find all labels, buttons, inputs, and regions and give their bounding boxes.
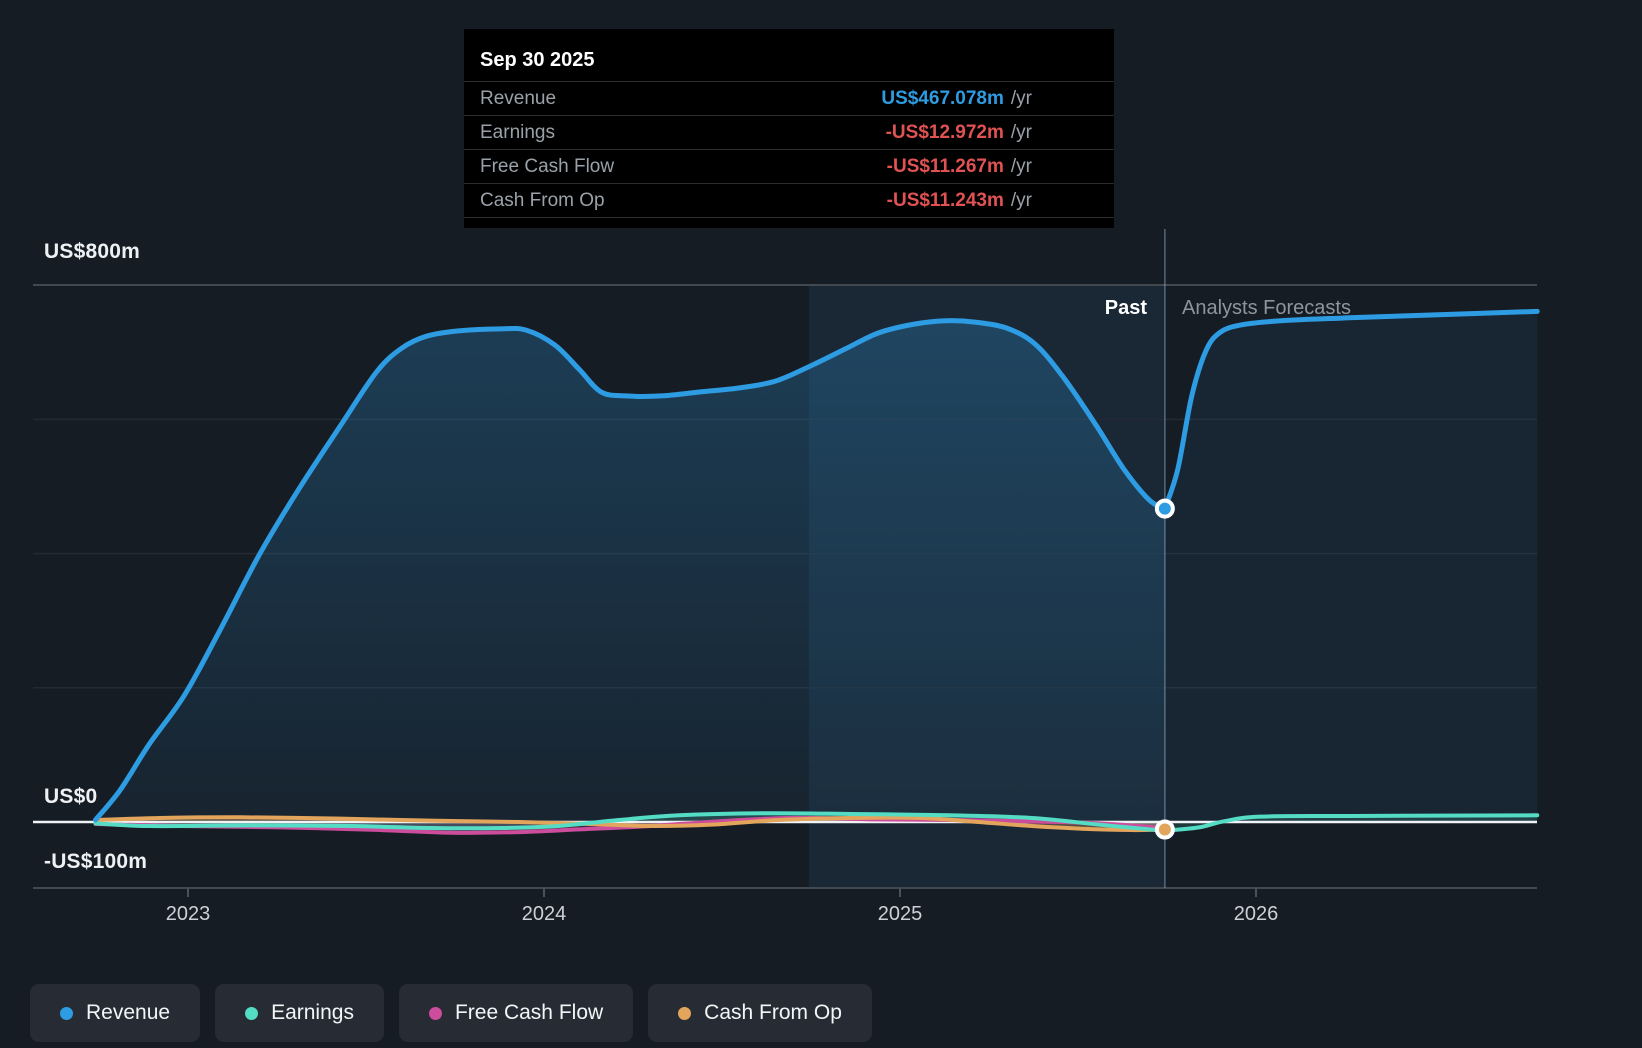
tooltip-row-unit: /yr xyxy=(1010,87,1032,109)
tooltip-row-value: -US$11.267m xyxy=(886,155,1004,177)
earnings-forecast-area xyxy=(1164,815,1538,831)
revenue-forecast-area xyxy=(1164,311,1538,822)
legend-label: Earnings xyxy=(271,1001,354,1024)
marker-dot-cash-from-op xyxy=(1154,819,1175,840)
y-axis-label-800m: US$800m xyxy=(44,240,140,263)
revenue-line-forecast xyxy=(1162,308,1540,512)
tooltip-row-value: US$467.078m xyxy=(881,87,1004,109)
x-axis-label-2025: 2025 xyxy=(877,903,923,925)
tooltip-row-unit: /yr xyxy=(1010,155,1032,177)
tooltip-rows: Revenue US$467.078m/yr Earnings -US$12.972m… xyxy=(464,82,1114,218)
y-axis-label-neg100m: -US$100m xyxy=(44,850,148,873)
legend-dot-icon xyxy=(245,1006,259,1020)
x-axis-label-2026: 2026 xyxy=(1233,903,1279,925)
hover-tooltip: Sep 30 2025 Revenue US$467.078m/yr Earning… xyxy=(464,29,1114,228)
tooltip-row-unit: /yr xyxy=(1010,121,1032,143)
tooltip-row-cash-from-op: Cash From Op -US$11.243m/yr xyxy=(464,184,1114,218)
legend-dot-icon xyxy=(678,1006,692,1020)
y-axis-label-zero: US$0 xyxy=(44,785,98,808)
analysts-forecasts-label: Analysts Forecasts xyxy=(1182,297,1351,319)
past-label: Past xyxy=(1104,297,1147,319)
cash-from-op-line xyxy=(93,815,1167,833)
earnings-line-past xyxy=(93,811,1167,833)
tooltip-row-label: Cash From Op xyxy=(480,189,605,211)
chart-legend: Revenue Earnings Free Cash Flow Cash From O… xyxy=(30,984,872,1042)
tooltip-row-unit: /yr xyxy=(1010,189,1032,211)
tooltip-row-value: -US$12.972m xyxy=(885,121,1004,143)
x-axis-label-2024: 2024 xyxy=(521,903,567,925)
legend-pill-cash-from-op[interactable]: Cash From Op xyxy=(648,984,872,1042)
legend-dot-icon xyxy=(428,1006,442,1020)
tooltip-row-value: -US$11.243m xyxy=(886,189,1004,211)
marker-dot-revenue xyxy=(1154,498,1175,519)
tooltip-date: Sep 30 2025 xyxy=(464,39,1114,82)
legend-dot-icon xyxy=(60,1006,73,1020)
x-axis-label-2023: 2023 xyxy=(165,903,211,925)
legend-label: Cash From Op xyxy=(704,1001,842,1024)
tooltip-row-label: Free Cash Flow xyxy=(480,155,615,177)
tooltip-row-earnings: Earnings -US$12.972m/yr xyxy=(464,116,1114,150)
legend-label: Revenue xyxy=(86,1001,171,1024)
revenue-past-area xyxy=(95,320,1165,822)
legend-pill-free-cash-flow[interactable]: Free Cash Flow xyxy=(398,984,634,1042)
legend-label: Free Cash Flow xyxy=(454,1001,604,1024)
tooltip-row-free-cash-flow: Free Cash Flow -US$11.267m/yr xyxy=(464,150,1114,184)
tooltip-row-label: Earnings xyxy=(480,121,555,143)
revenue-line-past xyxy=(92,318,1168,823)
legend-pill-revenue[interactable]: Revenue xyxy=(30,984,201,1042)
tooltip-row-label: Revenue xyxy=(480,87,557,109)
legend-pill-earnings[interactable]: Earnings xyxy=(215,984,384,1042)
earnings-line-forecast xyxy=(1162,813,1540,833)
tooltip-row-revenue: Revenue US$467.078m/yr xyxy=(464,82,1114,116)
